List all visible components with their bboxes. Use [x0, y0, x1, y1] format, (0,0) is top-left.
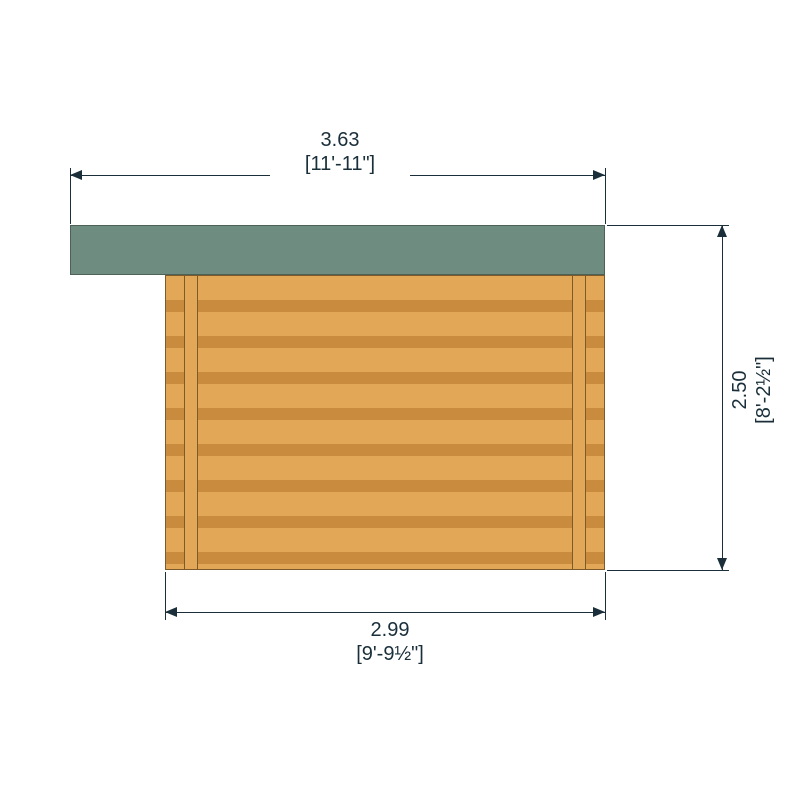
wall-plank	[166, 480, 604, 492]
arrow-icon	[70, 170, 82, 180]
ext-line	[607, 225, 729, 226]
dim-metric: 3.63	[270, 128, 410, 152]
arrow-icon	[717, 225, 727, 237]
wall-plank	[166, 408, 604, 420]
ext-line	[605, 168, 606, 224]
arrow-icon	[717, 558, 727, 570]
dim-line-wall-width	[165, 612, 605, 613]
shed-wall	[165, 275, 605, 570]
wall-plank	[166, 552, 604, 564]
wall-plank	[166, 300, 604, 312]
ext-line	[605, 572, 606, 620]
arrow-icon	[593, 607, 605, 617]
dim-metric: 2.50	[728, 330, 752, 450]
corner-log-right	[572, 276, 586, 569]
corner-log-left	[184, 276, 198, 569]
wall-plank	[166, 336, 604, 348]
wall-plank	[166, 372, 604, 384]
arrow-icon	[593, 170, 605, 180]
ext-line	[607, 570, 729, 571]
shed-roof	[70, 225, 605, 275]
wall-plank	[166, 516, 604, 528]
dim-imperial: [11'-11"]	[270, 152, 410, 176]
dim-imperial: [9'-9½"]	[320, 642, 460, 666]
dim-label-roof-width: 3.63 [11'-11"]	[270, 128, 410, 176]
dim-label-wall-width: 2.99 [9'-9½"]	[320, 618, 460, 666]
wall-plank	[166, 444, 604, 456]
dim-label-height: 2.50 [8'-2½"]	[728, 330, 776, 450]
elevation-diagram: 3.63 [11'-11"] 2.99 [9'-9½"] 2.50 [8'-2½…	[0, 0, 800, 800]
dim-line-height	[722, 225, 723, 570]
arrow-icon	[165, 607, 177, 617]
dim-metric: 2.99	[320, 618, 460, 642]
dim-imperial: [8'-2½"]	[752, 330, 776, 450]
